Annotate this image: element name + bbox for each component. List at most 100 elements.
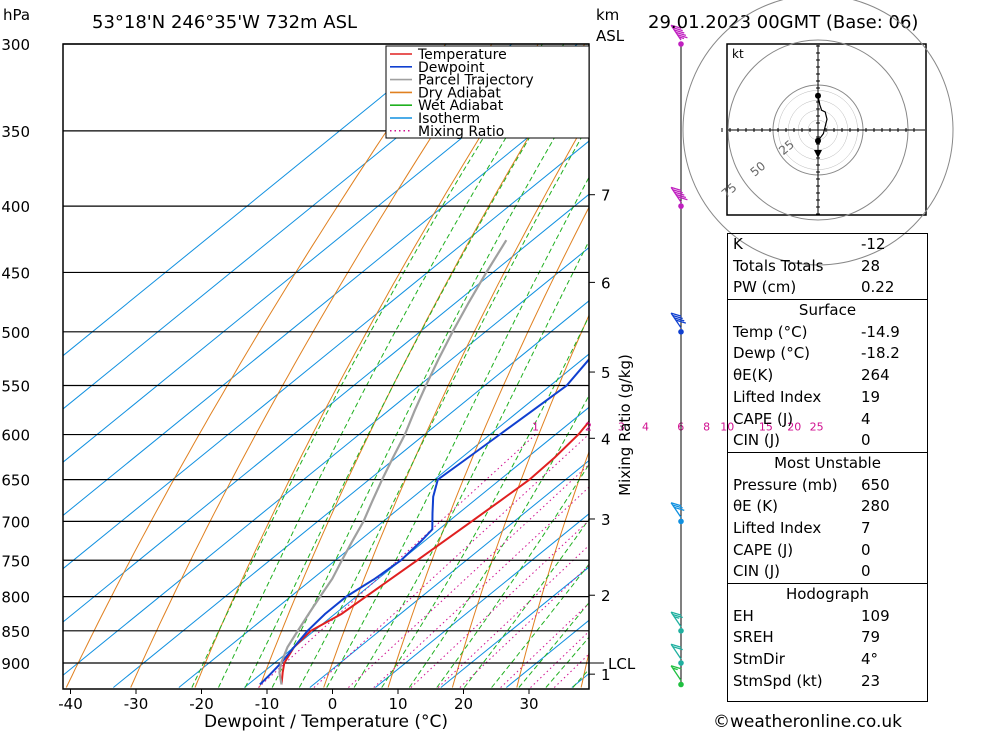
mixing-ratio-line (373, 486, 589, 688)
pressure-tick-label: 300 (1, 36, 30, 54)
index-value: 19 (861, 387, 881, 406)
wind-barb-column (670, 24, 688, 688)
index-row: CIN (J) 0 (728, 561, 927, 583)
dry-adiabat-line (967, 44, 1000, 688)
isotherm-line (309, 459, 589, 688)
isotherm-line (63, 44, 447, 357)
temperature-tick-label: 20 (454, 695, 473, 713)
isotherm-line (375, 513, 589, 688)
index-value: 0 (861, 431, 871, 450)
legend-box (385, 45, 590, 139)
index-value: 4 (861, 409, 871, 428)
isotherm-line (244, 406, 589, 688)
surface-title: Surface (798, 301, 857, 320)
wind-barb (670, 643, 683, 660)
wind-barb (670, 611, 683, 628)
pressure-tick-label: 350 (1, 123, 30, 141)
index-label: CAPE (J) (733, 409, 794, 428)
mixing-ratio-label: 3 (618, 421, 625, 434)
mixing-ratio-line (410, 519, 589, 688)
temperature-tick-label: 30 (519, 695, 538, 713)
pressure-tick-label: 500 (1, 324, 30, 342)
legend-entry: Dry Adiabat (418, 85, 501, 101)
index-row: SREH 79 (728, 627, 927, 649)
wet-adiabat-line (271, 78, 589, 688)
hodograph-unit: kt (732, 47, 744, 61)
lcl-label: LCL (608, 655, 636, 673)
index-row: Temp (°C) -14.9 (728, 322, 927, 344)
surface-section: Surface Temp (°C) -14.9 Dewp (°C) -18.2 θE(K… (728, 299, 927, 452)
index-value: 28 (861, 256, 881, 275)
wind-barb (670, 665, 682, 681)
hodograph-ring (682, 0, 954, 266)
km-tick-label: 4 (601, 430, 611, 448)
pressure-tick-label: 850 (1, 623, 30, 641)
legend-entry: Isotherm (418, 111, 480, 127)
temperature-tick-label: -40 (58, 695, 83, 713)
most-unstable-title: Most Unstable (774, 453, 881, 472)
pressure-tick-label: 700 (1, 513, 30, 531)
most-unstable-section: Most Unstable Pressure (mb) 650 θE (K) 280 L… (728, 451, 927, 583)
pressure-tick-label: 750 (1, 552, 30, 570)
pressure-tick-label: 450 (1, 264, 30, 282)
mixing-ratio-label: 4 (642, 421, 649, 434)
index-label: Temp (°C) (733, 322, 808, 341)
datetime-title: 29.01.2023 00GMT (Base: 06) (648, 12, 918, 33)
wet-adiabat-line (408, 394, 589, 688)
index-row: θE (K) 280 (728, 496, 927, 518)
index-label: SREH (733, 628, 774, 647)
isotherm-line (113, 300, 589, 688)
legend-entry: Parcel Trajectory (418, 73, 534, 89)
isotherm-line (63, 140, 589, 570)
km-tick-label: 1 (601, 666, 611, 684)
indices-panel: K -12 Totals Totals 28 PW (cm) 0.22 Surface T… (727, 233, 928, 702)
index-value: 23 (861, 671, 881, 690)
mixing-ratio-line (348, 463, 589, 688)
index-value: 4° (861, 650, 879, 669)
index-value: -14.9 (861, 322, 900, 341)
index-value: 0 (861, 540, 871, 559)
index-label: CAPE (J) (733, 540, 794, 559)
temperature-tick-label: -30 (124, 695, 149, 713)
mixing-ratio-label: 20 (787, 421, 801, 434)
index-value: -18.2 (861, 344, 900, 363)
pressure-tick-label: 650 (1, 472, 30, 490)
index-row: CIN (J) 0 (728, 430, 927, 452)
wet-adiabat-line (298, 123, 589, 688)
index-row: K -12 (728, 234, 927, 256)
wind-level-dot (678, 627, 684, 634)
index-label: EH (733, 606, 754, 625)
km-tick-label: 5 (601, 364, 611, 382)
temperature-tick-label: -10 (255, 695, 280, 713)
index-row: Dewp (°C) -18.2 (728, 343, 927, 365)
wind-level-dot (678, 41, 684, 47)
wind-level-dot (678, 518, 684, 525)
km-tick-label: 7 (601, 187, 611, 205)
index-row: CAPE (J) 4 (728, 409, 927, 431)
dewpoint-line (259, 357, 589, 686)
index-value: 79 (861, 628, 881, 647)
km-tick-label: 6 (601, 274, 611, 292)
wet-adiabat-line (381, 315, 589, 688)
asl-unit-label: ASL (596, 27, 625, 45)
temperature-line (280, 420, 589, 685)
wind-barb (670, 312, 687, 329)
wet-adiabat-line (191, 44, 543, 688)
dry-adiabat-line (130, 44, 493, 688)
isotherm-line (63, 193, 589, 623)
hodograph-section: Hodograph EH 109 SREH 79 StmDir 4° StmSpd (kt)… (728, 583, 927, 692)
isotherm-line (63, 246, 589, 676)
hodograph-point (815, 137, 821, 144)
index-row: CAPE (J) 0 (728, 540, 927, 562)
legend-entry: Temperature (417, 47, 507, 63)
wet-adiabat-line (218, 44, 565, 688)
temperature-tick-label: -20 (189, 695, 214, 713)
isotherm-line (63, 87, 589, 517)
index-row: EH 109 (728, 606, 927, 628)
plot-frame (62, 43, 590, 690)
mixing-ratio-label: 2 (585, 421, 592, 434)
index-row: θE(K) 264 (728, 365, 927, 387)
hodograph-trace (817, 95, 828, 142)
